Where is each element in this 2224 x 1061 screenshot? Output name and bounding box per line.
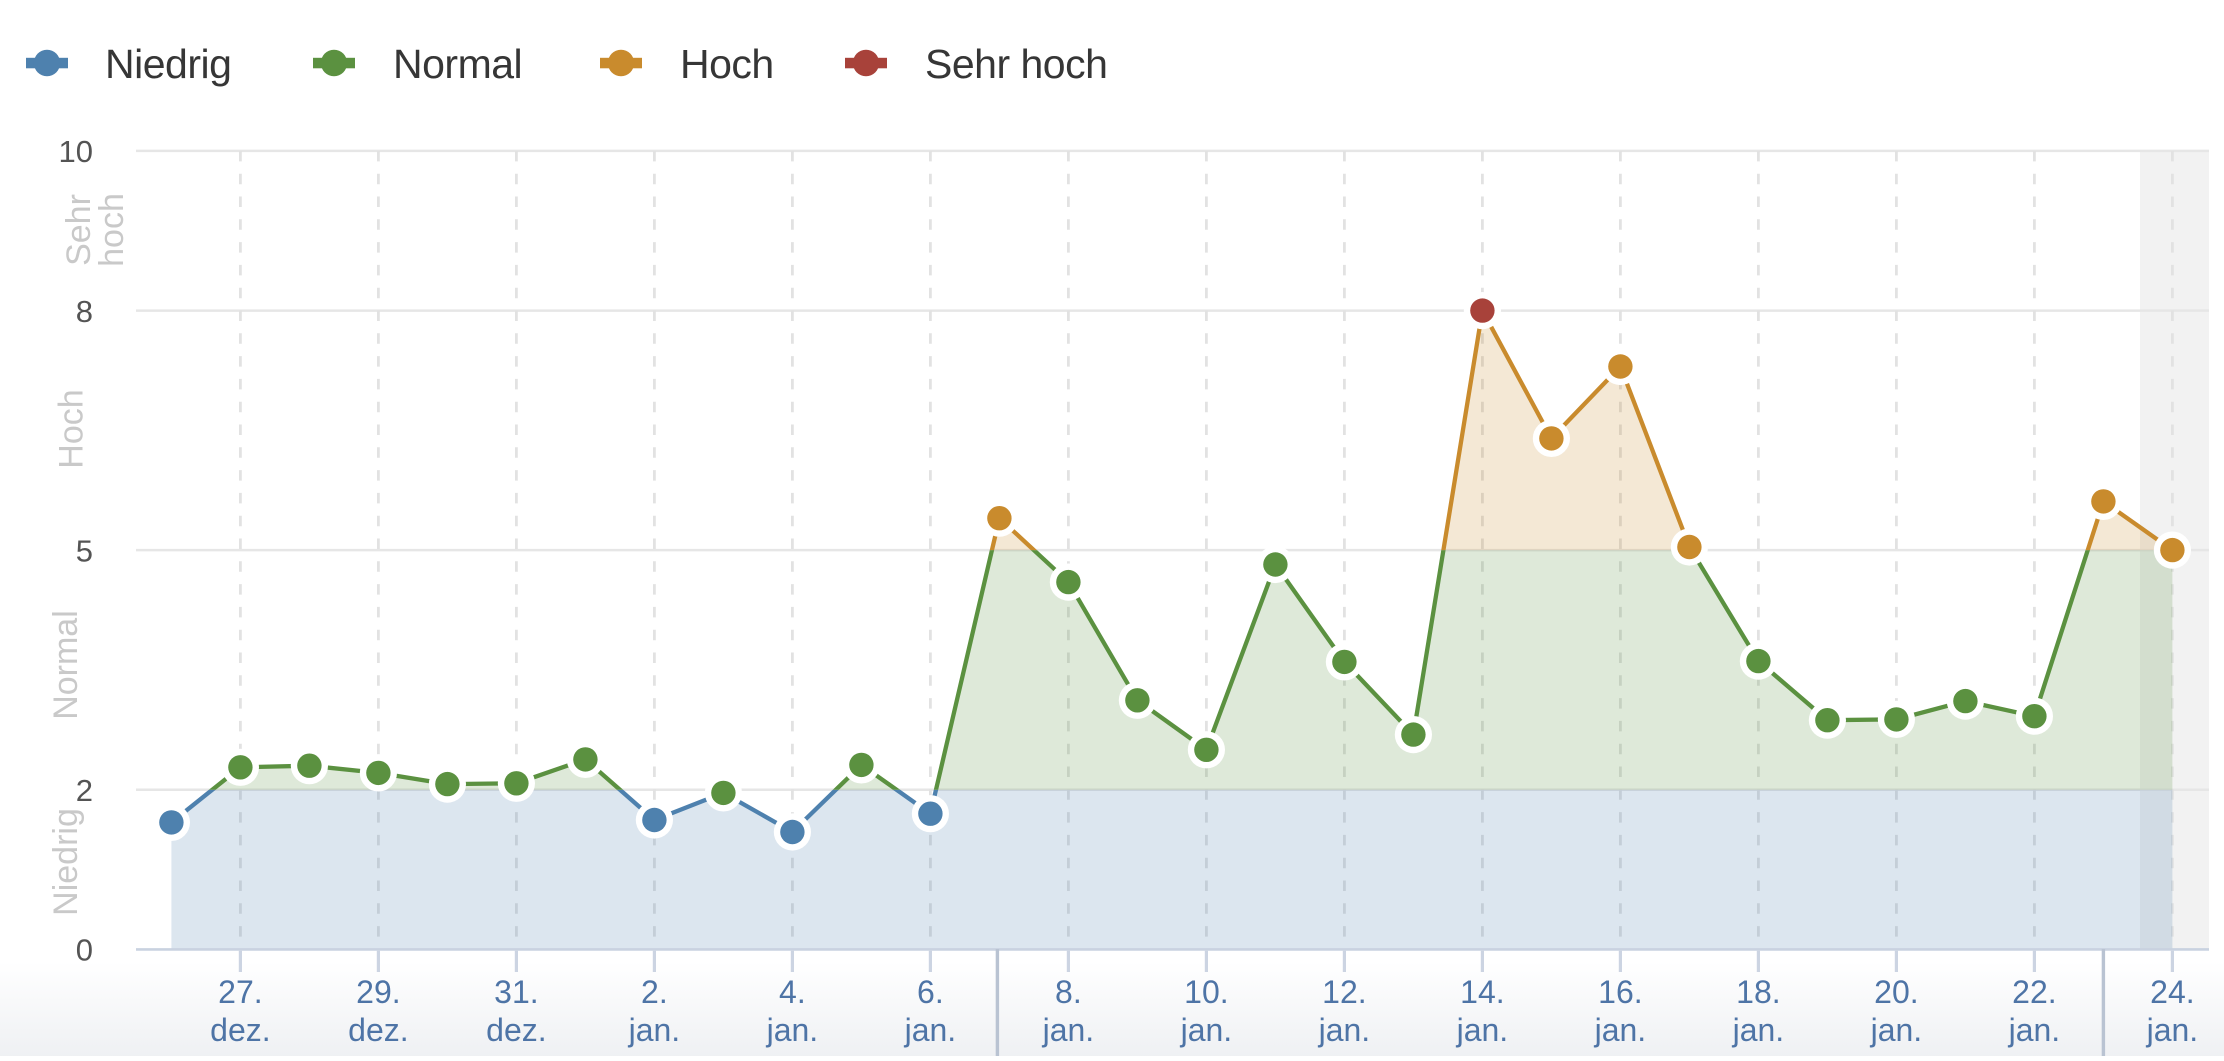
svg-text:6.: 6. — [917, 974, 944, 1010]
svg-text:jan.: jan. — [766, 1012, 819, 1048]
svg-text:jan.: jan. — [1732, 1012, 1785, 1048]
svg-text:jan.: jan. — [628, 1012, 681, 1048]
svg-text:Hoch: Hoch — [53, 389, 91, 468]
svg-text:Sehr hoch: Sehr hoch — [925, 41, 1107, 87]
svg-text:8.: 8. — [1055, 974, 1082, 1010]
svg-text:jan.: jan. — [1870, 1012, 1923, 1048]
svg-text:2: 2 — [76, 773, 93, 808]
svg-text:Normal: Normal — [393, 41, 522, 87]
svg-text:31.: 31. — [494, 974, 538, 1010]
svg-text:dez.: dez. — [210, 1012, 270, 1048]
svg-text:jan.: jan. — [1180, 1012, 1233, 1048]
svg-text:jan.: jan. — [1594, 1012, 1647, 1048]
svg-text:16.: 16. — [1598, 974, 1642, 1010]
svg-text:jan.: jan. — [2008, 1012, 2061, 1048]
svg-text:Hoch: Hoch — [680, 41, 774, 87]
svg-text:jan.: jan. — [2146, 1012, 2199, 1048]
svg-text:Niedrig: Niedrig — [47, 808, 85, 916]
svg-text:Niedrig: Niedrig — [105, 41, 231, 87]
svg-text:18.: 18. — [1736, 974, 1780, 1010]
svg-text:22.: 22. — [2012, 974, 2056, 1010]
svg-text:jan.: jan. — [1318, 1012, 1371, 1048]
svg-text:10: 10 — [59, 134, 93, 169]
svg-text:jan.: jan. — [1042, 1012, 1095, 1048]
svg-text:29.: 29. — [356, 974, 400, 1010]
svg-text:20.: 20. — [1874, 974, 1918, 1010]
svg-text:5: 5 — [76, 533, 93, 568]
svg-text:dez.: dez. — [486, 1012, 546, 1048]
svg-text:dez.: dez. — [348, 1012, 408, 1048]
svg-text:jan.: jan. — [904, 1012, 957, 1048]
svg-text:Normal: Normal — [47, 610, 85, 720]
svg-text:14.: 14. — [1460, 974, 1504, 1010]
svg-text:10.: 10. — [1184, 974, 1228, 1010]
svg-text:27.: 27. — [218, 974, 262, 1010]
svg-text:24.: 24. — [2150, 974, 2194, 1010]
svg-text:8: 8 — [76, 294, 93, 329]
svg-text:0: 0 — [76, 933, 93, 968]
svg-text:hoch: hoch — [93, 193, 131, 267]
svg-text:4.: 4. — [779, 974, 806, 1010]
svg-text:2.: 2. — [641, 974, 668, 1010]
svg-text:jan.: jan. — [1456, 1012, 1509, 1048]
svg-text:12.: 12. — [1322, 974, 1366, 1010]
svg-text:Sehr: Sehr — [60, 194, 98, 266]
